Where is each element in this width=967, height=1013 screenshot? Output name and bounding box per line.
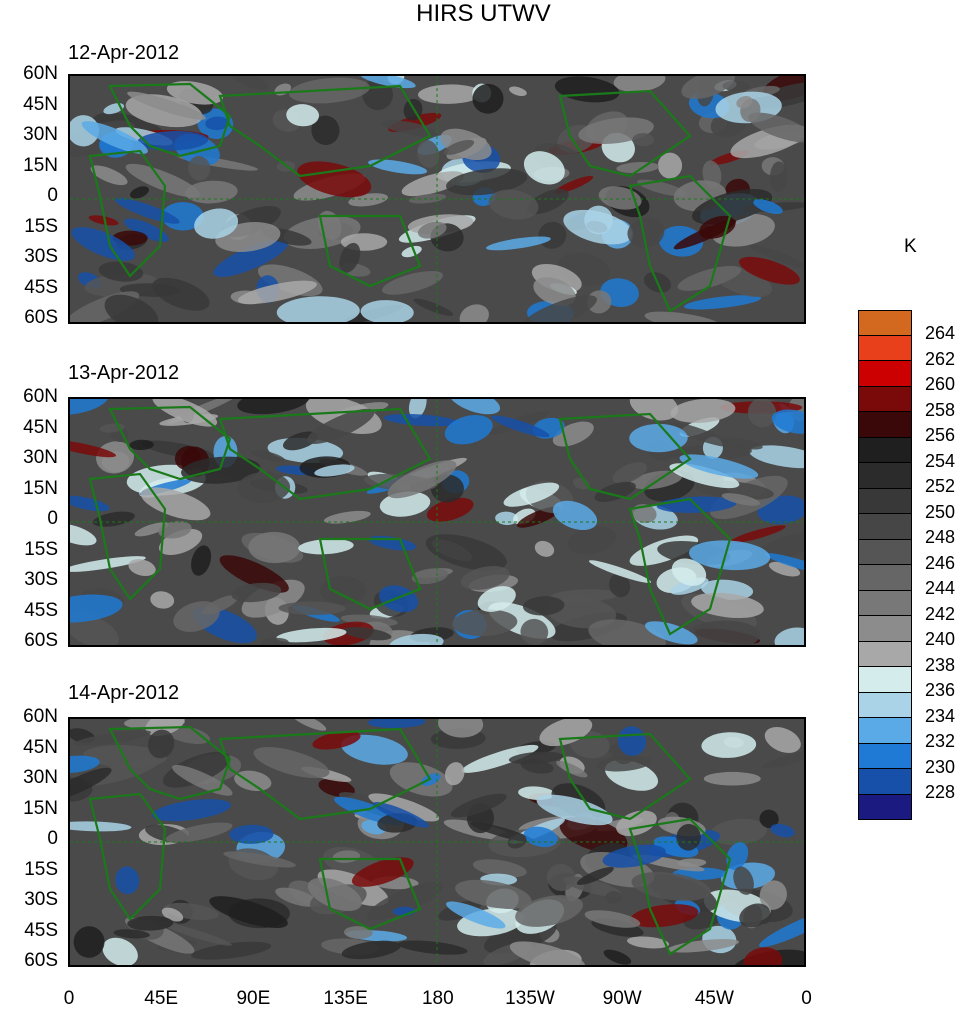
lon-label: 135E — [323, 988, 368, 1009]
colorbar-label: 244 — [925, 578, 956, 598]
lon-label: 90E — [236, 988, 271, 1009]
map-panel-3 — [68, 717, 806, 967]
map-panel-2 — [68, 397, 806, 647]
colorbar-box — [858, 769, 912, 795]
figure-title: HIRS UTWV — [416, 0, 551, 27]
lon-label: 0 — [801, 988, 812, 1009]
lat-label: 60N — [23, 706, 58, 727]
colorbar-box — [858, 539, 912, 565]
colorbar-box — [858, 641, 912, 667]
colorbar-label: 264 — [925, 323, 956, 343]
colorbar-box — [858, 361, 912, 387]
colorbar-box — [858, 412, 912, 438]
colorbar-box — [858, 488, 912, 514]
colorbar-box — [858, 565, 912, 591]
colorbar-label: 238 — [925, 654, 956, 675]
lon-label: 45W — [694, 988, 734, 1009]
lon-label: 90W — [602, 988, 642, 1009]
lat-label: 45N — [23, 736, 58, 758]
lat-label: 45S — [24, 919, 58, 941]
colorbar-box — [858, 335, 912, 361]
lat-label: 60N — [23, 63, 58, 84]
map-field-1 — [70, 76, 804, 322]
lat-label: 30S — [24, 246, 58, 267]
lat-label: 15S — [24, 215, 58, 237]
colorbar-label: 250 — [925, 501, 956, 522]
lat-label: 0 — [47, 185, 58, 206]
panel-date-1: 12-Apr-2012 — [68, 42, 180, 64]
colorbar-box — [858, 386, 912, 412]
lat-label: 60N — [23, 386, 58, 407]
colorbar-label: 242 — [925, 603, 956, 624]
colorbar-box — [858, 692, 912, 718]
colorbar-label: 246 — [925, 552, 956, 573]
colorbar-box — [858, 743, 912, 769]
colorbar-box — [858, 616, 912, 642]
lat-label: 45N — [23, 416, 58, 438]
lat-label: 60S — [24, 307, 58, 328]
lat-label: 0 — [47, 508, 58, 529]
lon-label: 0 — [63, 988, 75, 1009]
lat-label: 15S — [24, 858, 58, 880]
lat-label: 0 — [47, 828, 58, 849]
colorbar-label: 240 — [925, 629, 956, 649]
colorbar-label: 234 — [925, 705, 956, 726]
lat-label: 45N — [23, 93, 58, 115]
colorbar-label: 256 — [925, 425, 956, 445]
colorbar-label: 262 — [925, 348, 956, 369]
colorbar-box — [858, 437, 912, 463]
map-field-3 — [70, 719, 804, 965]
colorbar-label: 258 — [925, 399, 956, 420]
map-panel-1 — [68, 74, 806, 324]
colorbar — [858, 310, 912, 820]
colorbar-label: 228 — [925, 782, 956, 802]
colorbar-box — [858, 667, 912, 693]
lat-label: 30N — [23, 767, 58, 788]
lat-label: 45S — [24, 276, 58, 298]
lat-label: 60S — [24, 630, 58, 651]
lon-label: 45E — [144, 988, 179, 1009]
lat-label: 15S — [24, 538, 58, 560]
colorbar-label: 230 — [925, 756, 956, 777]
lat-label: 30N — [23, 124, 58, 145]
lat-label: 30S — [24, 889, 58, 910]
lat-label: 30N — [23, 447, 58, 468]
lat-label: 15N — [23, 154, 58, 176]
map-field-2 — [70, 399, 804, 645]
colorbar-box — [858, 718, 912, 744]
colorbar-box — [858, 463, 912, 489]
lat-label: 60S — [24, 950, 58, 971]
colorbar-label: 260 — [925, 374, 956, 394]
colorbar-label: 232 — [925, 731, 956, 751]
lon-label: 135W — [505, 988, 555, 1009]
colorbar-box — [858, 590, 912, 616]
panel-date-3: 14-Apr-2012 — [68, 682, 180, 704]
colorbar-box — [858, 794, 912, 820]
colorbar-label: 236 — [925, 680, 956, 700]
colorbar-box — [858, 310, 912, 336]
colorbar-box — [858, 514, 912, 540]
panel-date-2: 13-Apr-2012 — [68, 362, 180, 384]
colorbar-label: 254 — [925, 450, 956, 471]
lat-label: 45S — [24, 599, 58, 621]
units-label: K — [904, 236, 917, 257]
lat-label: 15N — [23, 797, 58, 819]
lon-label: 180 — [421, 988, 454, 1009]
colorbar-label: 252 — [925, 476, 956, 496]
colorbar-label: 248 — [925, 527, 956, 547]
lat-label: 15N — [23, 477, 58, 499]
lat-label: 30S — [24, 569, 58, 590]
